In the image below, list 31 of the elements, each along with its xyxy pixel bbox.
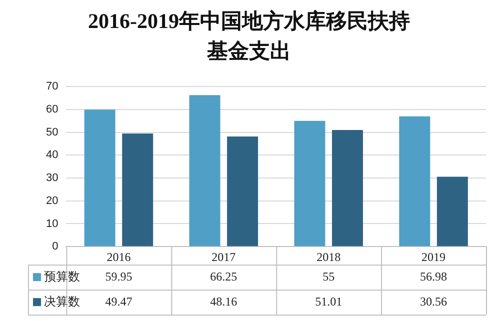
y-tick-label: 50 [46, 126, 58, 138]
y-tick-label: 20 [46, 194, 58, 207]
y-tick-label: 40 [46, 149, 58, 162]
bar [294, 120, 326, 246]
data-label: 51.01 [315, 294, 342, 308]
legend-label: 决算数 [44, 294, 80, 308]
data-label: 49.47 [105, 294, 132, 308]
data-label: 55 [322, 269, 335, 284]
data-label: 48.16 [210, 294, 238, 308]
data-label: 59.95 [105, 269, 132, 284]
y-tick-label: 30 [46, 172, 58, 184]
bar [189, 95, 220, 246]
bar [84, 110, 116, 246]
x-tick-label: 2016 [106, 250, 131, 264]
y-tick-label: 60 [46, 103, 58, 116]
bar [436, 176, 468, 246]
data-label: 66.25 [210, 269, 238, 284]
bar [399, 116, 430, 246]
data-label: 56.98 [420, 269, 448, 284]
y-tick-label: 70 [46, 80, 58, 93]
y-tick-label: 10 [46, 218, 58, 230]
bar [332, 130, 363, 246]
chart-title: 2016-2019年中国地方水库移民扶持基金支出 [87, 8, 411, 65]
x-tick-label: 2017 [212, 250, 236, 264]
x-tick-label: 2018 [316, 250, 341, 264]
bar [227, 136, 258, 246]
data-label: 30.56 [420, 294, 448, 308]
legend-label: 预算数 [44, 269, 80, 284]
x-tick-label: 2019 [422, 250, 446, 264]
y-tick-label: 0 [52, 240, 58, 253]
bar [122, 134, 154, 246]
